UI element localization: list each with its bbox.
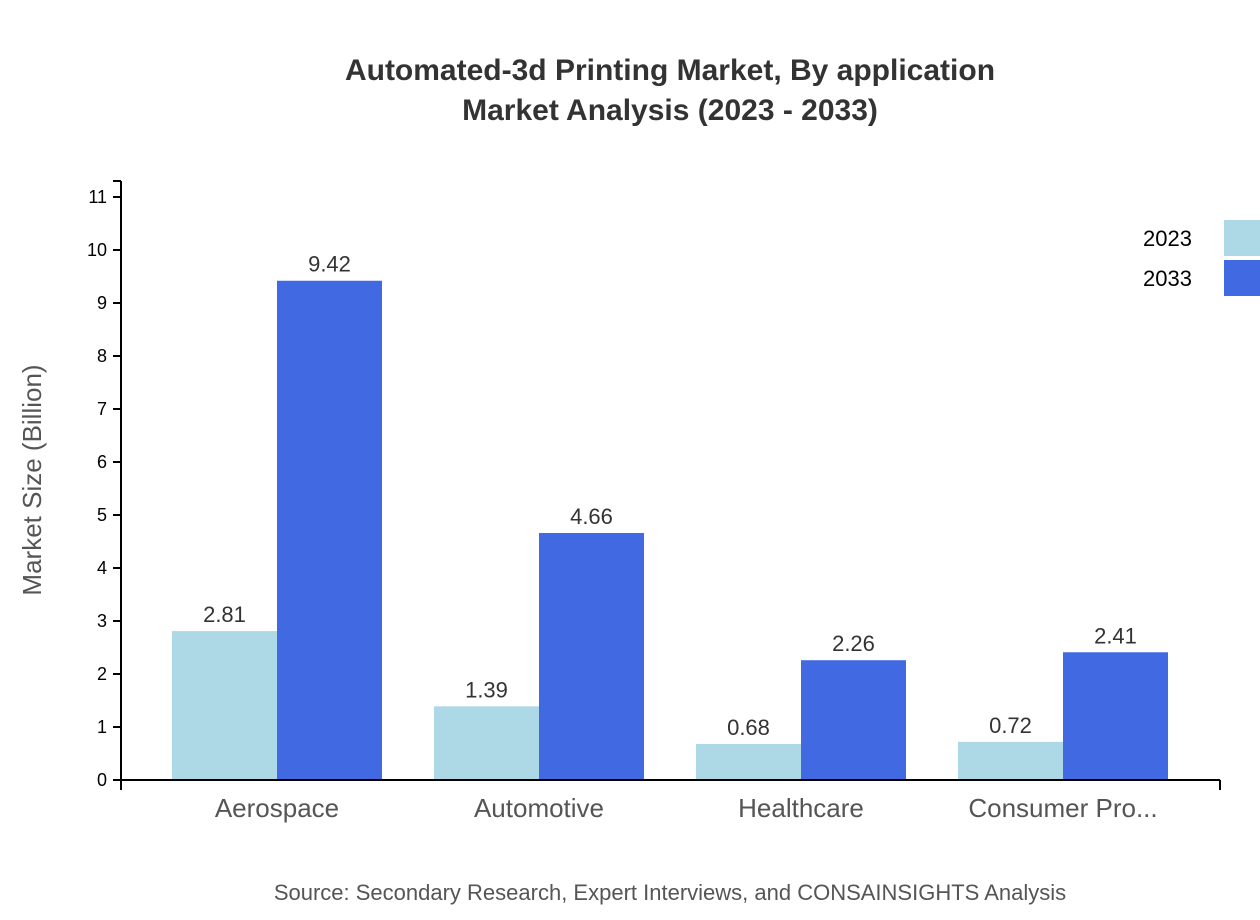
bar-2023 [696, 743, 801, 780]
x-axis: Aerospace Automotive Healthcare Consumer Pr… [120, 779, 1221, 823]
legend: 2023 2033 [1143, 220, 1260, 296]
data-label: 0.72 [989, 713, 1032, 738]
chart-title-line-2: Market Analysis (2023 - 2033) [462, 94, 878, 127]
y-tick-label: 5 [97, 505, 107, 525]
data-label: 4.66 [570, 504, 613, 529]
x-tick-label: Consumer Pro... [968, 793, 1157, 823]
y-tick-label: 7 [97, 399, 107, 419]
y-tick-label: 3 [97, 611, 107, 631]
y-tick-label: 8 [97, 346, 107, 366]
data-label: 2.81 [203, 602, 246, 627]
y-tick-label: 2 [97, 664, 107, 684]
legend-label: 2033 [1143, 266, 1192, 291]
y-tick-label: 6 [97, 452, 107, 472]
y-tick-label: 0 [97, 770, 107, 790]
data-label: 9.42 [308, 252, 351, 277]
bar-2033 [1063, 652, 1168, 780]
source-note: Source: Secondary Research, Expert Inter… [274, 880, 1066, 905]
y-tick-label: 1 [97, 717, 107, 737]
legend-swatch-2023 [1224, 220, 1260, 256]
chart-title-line-1: Automated-3d Printing Market, By applica… [345, 54, 995, 87]
y-axis-label: Market Size (Billion) [17, 364, 47, 595]
data-label: 2.41 [1094, 623, 1137, 648]
data-label: 0.68 [727, 715, 770, 740]
data-label: 1.39 [465, 677, 508, 702]
y-tick-label: 10 [87, 240, 107, 260]
data-label: 2.26 [832, 631, 875, 656]
x-tick-label: Aerospace [215, 793, 339, 823]
y-tick-label: 4 [97, 558, 107, 578]
bar-2023 [172, 631, 277, 780]
bar-2033 [277, 280, 382, 780]
y-tick-label: 11 [88, 187, 107, 207]
bar-2033 [539, 533, 644, 780]
legend-label: 2023 [1143, 226, 1192, 251]
bar-2023 [434, 706, 539, 780]
y-axis: 0 1 2 3 4 5 6 7 8 9 10 11 [87, 180, 122, 790]
y-tick-label: 9 [97, 293, 107, 313]
bar-2023 [958, 741, 1063, 780]
legend-swatch-2033 [1224, 260, 1260, 296]
bar-2033 [801, 660, 906, 780]
x-tick-label: Automotive [474, 793, 604, 823]
x-tick-label: Healthcare [738, 793, 864, 823]
